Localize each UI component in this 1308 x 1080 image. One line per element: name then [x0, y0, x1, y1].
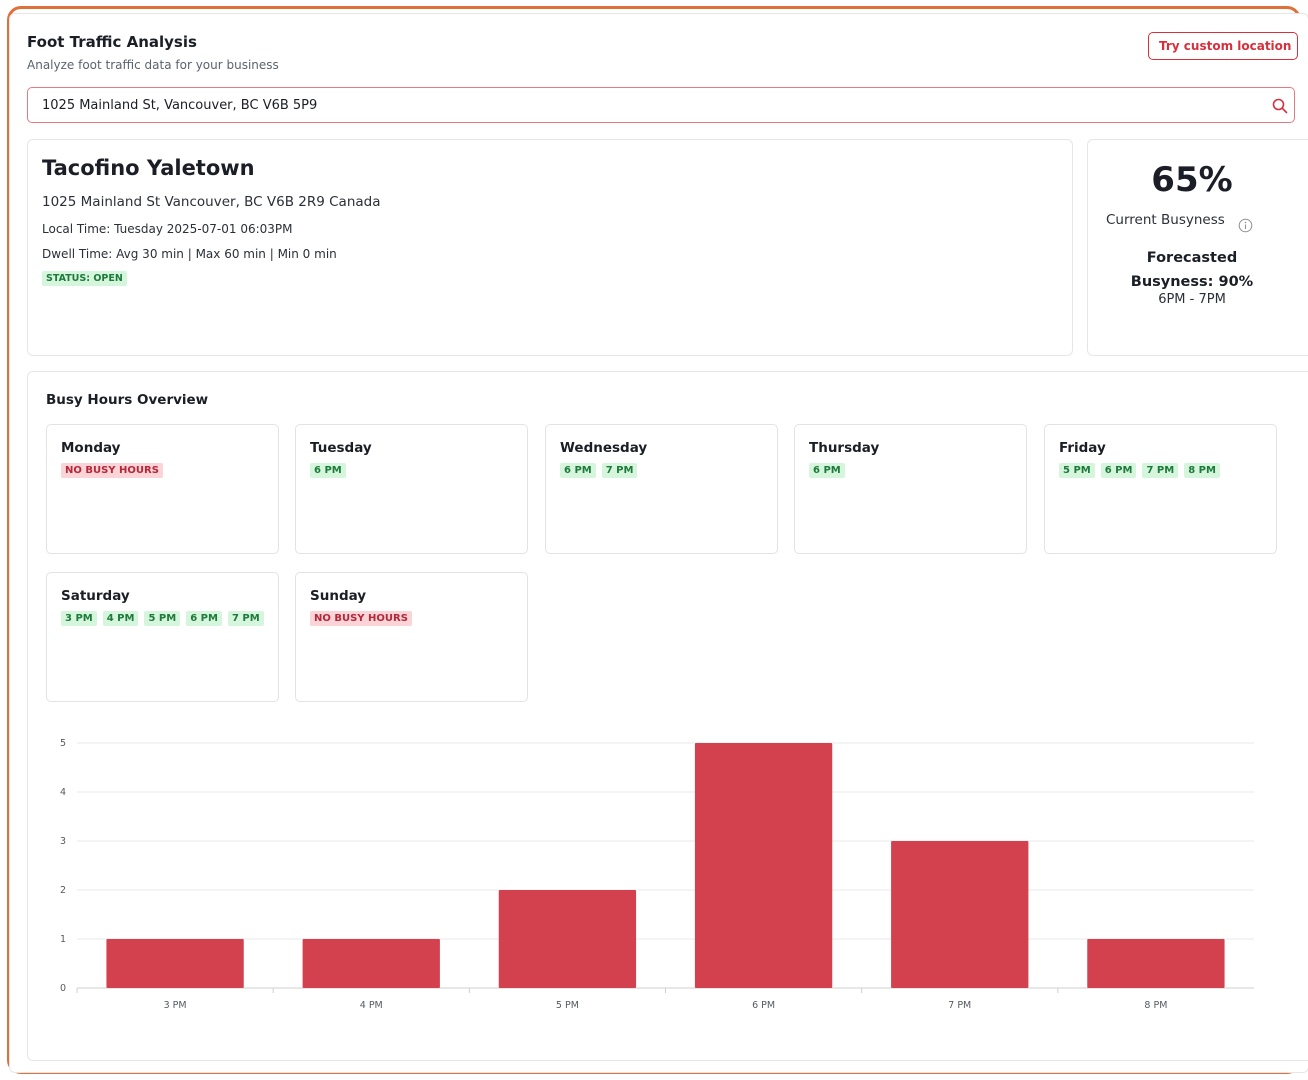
x-tick-label: 5 PM	[556, 1000, 579, 1011]
busy-hour-chip: 6 PM	[1100, 463, 1137, 478]
day-card-wednesday: Wednesday 6 PM 7 PM	[545, 424, 778, 554]
try-custom-location-button[interactable]: Try custom location	[1148, 32, 1298, 60]
search-input[interactable]	[28, 88, 1294, 122]
y-tick-label: 2	[60, 885, 66, 896]
day-name: Thursday	[809, 440, 880, 456]
day-card-thursday: Thursday 6 PM	[794, 424, 1027, 554]
day-name: Saturday	[61, 588, 130, 604]
x-tick-label: 7 PM	[948, 1000, 971, 1011]
x-tick-label: 3 PM	[164, 1000, 187, 1011]
busy-hours-overview: Busy Hours Overview Monday NO BUSY HOURS…	[27, 371, 1308, 1061]
no-busy-hours-badge: NO BUSY HOURS	[61, 463, 163, 478]
busy-hour-chip: 3 PM	[61, 611, 97, 626]
busy-hour-chip: 7 PM	[1142, 463, 1179, 478]
y-tick-label: 5	[60, 738, 66, 749]
page-title: Foot Traffic Analysis	[27, 33, 197, 51]
bar-6-pm	[694, 743, 833, 988]
busy-hour-chip: 7 PM	[227, 611, 264, 626]
day-name: Friday	[1059, 440, 1106, 456]
forecast-line-1: Forecasted	[1146, 250, 1238, 266]
busy-hour-chips: NO BUSY HOURS	[61, 463, 163, 478]
busy-hour-chip: 6 PM	[186, 611, 222, 626]
search-icon[interactable]	[1272, 98, 1288, 114]
forecast-line-2: Busyness: 90%	[1130, 274, 1254, 290]
busy-hour-chips: 5 PM 6 PM 7 PM 8 PM	[1059, 463, 1220, 478]
busy-hour-chips: 6 PM	[809, 463, 845, 478]
overview-title: Busy Hours Overview	[46, 392, 209, 408]
location-address: 1025 Mainland St Vancouver, BC V6B 2R9 C…	[42, 194, 381, 210]
location-name: Tacofino Yaletown	[42, 156, 255, 180]
busy-hour-chips: 6 PM	[310, 463, 346, 478]
y-tick-label: 0	[60, 983, 66, 994]
bar-7-pm	[891, 841, 1029, 988]
day-name: Tuesday	[310, 440, 372, 456]
bar-3-pm	[106, 939, 244, 988]
current-busyness-label: Current Busyness	[1106, 212, 1225, 228]
bar-5-pm	[498, 890, 637, 988]
busy-hour-chip: 6 PM	[310, 463, 346, 478]
no-busy-hours-badge: NO BUSY HOURS	[310, 611, 412, 626]
y-tick-label: 4	[60, 787, 66, 798]
status-badge: STATUS: OPEN	[42, 271, 127, 286]
info-icon[interactable]	[1238, 218, 1253, 233]
busy-hour-chip: 5 PM	[144, 611, 181, 626]
location-card: Tacofino Yaletown 1025 Mainland St Vanco…	[27, 139, 1073, 356]
busy-hour-chips: NO BUSY HOURS	[310, 611, 412, 626]
day-name: Sunday	[310, 588, 367, 604]
busy-hour-chip: 7 PM	[601, 463, 638, 478]
y-tick-label: 1	[60, 934, 66, 945]
day-card-monday: Monday NO BUSY HOURS	[46, 424, 279, 554]
forecasted-busyness: Forecasted Busyness: 90%	[1088, 246, 1296, 294]
busy-hour-chips: 6 PM 7 PM	[560, 463, 638, 478]
busy-hour-chip: 6 PM	[809, 463, 845, 478]
dwell-time: Dwell Time: Avg 30 min | Max 60 min | Mi…	[42, 247, 337, 261]
y-tick-label: 3	[60, 836, 66, 847]
day-card-tuesday: Tuesday 6 PM	[295, 424, 528, 554]
foot-traffic-panel: Foot Traffic Analysis Analyze foot traff…	[9, 13, 1308, 1073]
day-card-saturday: Saturday 3 PM 4 PM 5 PM 6 PM 7 PM	[46, 572, 279, 702]
busyness-card: 65% Current Busyness Forecasted Busyness…	[1087, 139, 1308, 356]
day-card-sunday: Sunday NO BUSY HOURS	[295, 572, 528, 702]
current-busyness-value: 65%	[1151, 160, 1233, 200]
x-tick-label: 8 PM	[1144, 1000, 1167, 1011]
day-name: Monday	[61, 440, 121, 456]
page-subtitle: Analyze foot traffic data for your busin…	[27, 58, 279, 72]
local-time: Local Time: Tuesday 2025-07-01 06:03PM	[42, 222, 293, 236]
busy-hour-chip: 6 PM	[560, 463, 596, 478]
x-tick-label: 4 PM	[360, 1000, 383, 1011]
address-search	[27, 87, 1295, 123]
bar-4-pm	[302, 939, 440, 988]
day-card-friday: Friday 5 PM 6 PM 7 PM 8 PM	[1044, 424, 1277, 554]
busy-hour-chip: 5 PM	[1059, 463, 1095, 478]
busy-hour-chip: 8 PM	[1184, 463, 1220, 478]
busy-hours-bar-chart: 0 1 2 3 4 5 3 PM 4 PM 5 PM 6 PM 7 PM 8 PM	[60, 738, 1254, 1011]
bar-8-pm	[1087, 939, 1225, 988]
x-tick-label: 6 PM	[752, 1000, 775, 1011]
busy-hour-chips: 3 PM 4 PM 5 PM 6 PM 7 PM	[61, 611, 264, 626]
forecast-range: 6PM - 7PM	[1158, 292, 1226, 307]
day-name: Wednesday	[560, 440, 648, 456]
busy-hour-chip: 4 PM	[102, 611, 139, 626]
